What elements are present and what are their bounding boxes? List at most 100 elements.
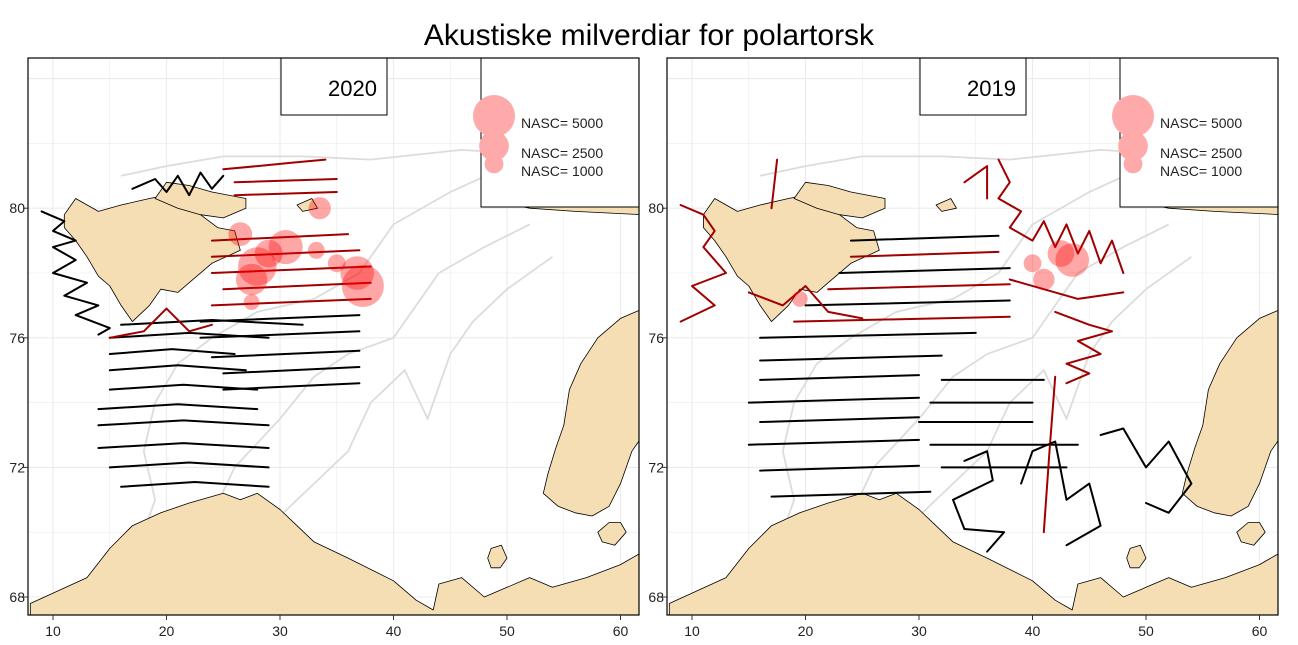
nasc-bubble [341,264,384,307]
survey-track-positive [827,283,1011,291]
land-norway [668,492,1278,615]
survey-track [108,383,259,391]
survey-track [40,210,111,336]
survey-track [97,442,270,449]
land-vaygach [1236,522,1266,546]
legend-label: NASC= 5000 [521,115,603,131]
survey-track-positive [1008,278,1125,300]
land-novaya [542,309,639,517]
figure-title: Akustiske milverdiar for polartorsk [424,19,875,52]
legend-label: NASC= 1000 [1160,163,1242,179]
map-panel-2019: 2019 NASC= 5000 NASC= 2500 NASC= 1000 10 20 30… [648,57,1279,639]
survey-track-positive [849,250,1000,258]
x-tick-label: 40 [386,623,402,639]
land-novaya [1181,309,1278,517]
survey-track-positive [770,158,779,210]
survey-track [108,348,236,355]
nasc-bubble [228,222,253,246]
y-tick-label: 76 [9,330,25,346]
land-nordaust [793,181,886,219]
survey-track [108,461,270,469]
survey-track-positive [233,191,338,197]
survey-track [210,349,361,359]
x-tick-label: 10 [45,623,61,639]
survey-track [199,314,361,323]
nasc-bubble [1033,268,1055,291]
survey-track [97,403,259,411]
x-tick-label: 30 [911,623,927,639]
land-vaygach [597,522,627,546]
survey-track [770,490,932,498]
survey-track [1020,440,1102,547]
axis-ticks: 10 20 30 40 50 60 68 72 76 80 [648,200,1267,639]
nasc-legend: NASC= 5000 NASC= 2500 NASC= 1000 [473,57,640,208]
survey-track [838,267,1011,274]
survey-track [747,396,920,404]
panel-frame [666,57,1279,616]
legend-bubble [484,154,504,174]
nasc-bubble [1047,240,1075,267]
survey-track [222,382,361,391]
legend-label: NASC= 2500 [1160,145,1242,161]
x-tick-label: 40 [1025,623,1041,639]
survey-track [108,364,247,372]
legend-bubble [1123,154,1143,174]
nasc-bubble [307,241,325,259]
survey-track [1099,427,1193,514]
survey-track [747,438,920,446]
survey-track-positive [222,281,372,291]
y-tick-label: 68 [648,589,664,605]
survey-track-positive [222,158,327,171]
x-tick-label: 20 [159,623,175,639]
y-tick-label: 76 [648,330,664,346]
x-tick-label: 60 [613,623,629,639]
year-label: 2020 [328,76,377,101]
legend-label: NASC= 5000 [1160,115,1242,131]
x-tick-label: 30 [272,623,288,639]
survey-track [759,331,977,339]
y-tick-label: 72 [648,459,664,475]
land-norway [29,492,639,615]
legend-bubble [479,131,509,161]
legend-label: NASC= 2500 [521,145,603,161]
x-tick-label: 50 [1138,623,1154,639]
survey-track-positive [793,315,1011,323]
land-kolguev [1126,544,1147,569]
survey-track [759,464,920,472]
nasc-bubble [308,197,331,220]
x-tick-label: 50 [499,623,515,639]
survey-track-positive [963,165,989,200]
year-box-frame [280,57,388,116]
land-kolguev [487,544,508,569]
survey-track-positive [210,265,372,274]
land-svalbard [63,194,241,322]
nasc-bubble [268,230,303,265]
depth-contour [279,256,553,517]
survey-track-positive [210,233,350,242]
survey-track-positive [210,297,372,307]
survey-track [759,354,943,362]
legend-bubble [473,95,515,137]
survey-track [804,299,1011,307]
nasc-bubble [1055,243,1090,277]
map-panel-2020: 2020 NASC= 5000 NASC= 2500 NASC= 1000 10 20 30… [9,57,640,639]
map-content [29,148,639,615]
nasc-bubble [791,291,808,307]
nasc-bubble [243,294,260,311]
nasc-bubble [327,254,346,273]
survey-track [120,481,270,488]
nasc-bubble [254,239,283,268]
survey-track-positive [1054,310,1113,385]
depth-contour [827,223,1170,582]
survey-track [131,171,225,197]
survey-track [222,366,361,375]
y-tick-label: 68 [9,589,25,605]
survey-track [199,330,361,339]
legend-frame [480,57,640,208]
x-tick-label: 20 [798,623,814,639]
nasc-bubble [235,263,268,296]
year-label-box: 2019 [919,57,1027,116]
x-tick-label: 60 [1252,623,1268,639]
nasc-bubble [340,256,374,290]
